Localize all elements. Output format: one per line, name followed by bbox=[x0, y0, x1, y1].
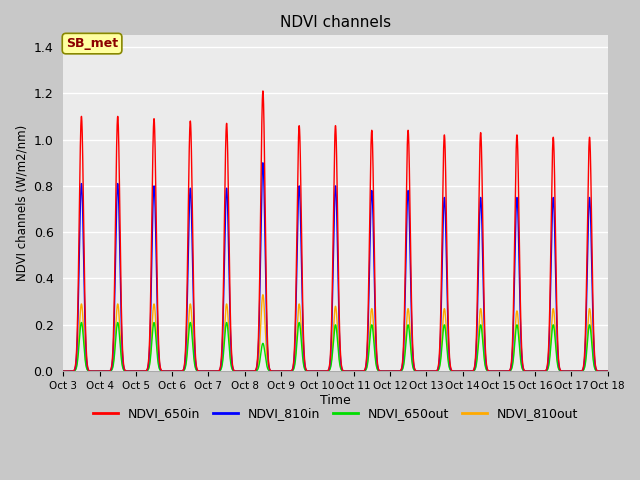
Title: NDVI channels: NDVI channels bbox=[280, 15, 391, 30]
X-axis label: Time: Time bbox=[320, 394, 351, 407]
Y-axis label: NDVI channels (W/m2/nm): NDVI channels (W/m2/nm) bbox=[15, 125, 28, 281]
Legend: NDVI_650in, NDVI_810in, NDVI_650out, NDVI_810out: NDVI_650in, NDVI_810in, NDVI_650out, NDV… bbox=[88, 402, 583, 425]
Text: SB_met: SB_met bbox=[66, 37, 118, 50]
